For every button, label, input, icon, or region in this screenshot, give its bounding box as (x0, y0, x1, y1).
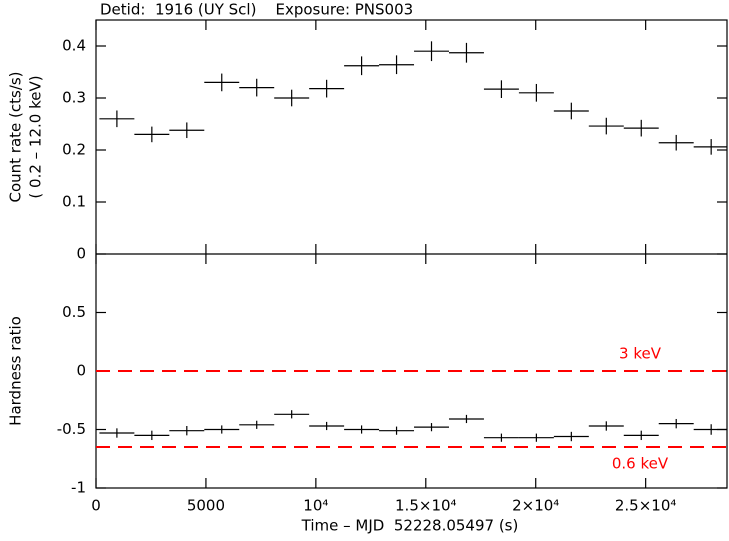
x-tick-label: 5000 (187, 497, 225, 515)
x-tick-label: 2×10⁴ (512, 497, 559, 515)
y-axis-label: Count rate (cts/s) (7, 71, 25, 202)
y-tick-label: 0.2 (62, 141, 86, 159)
x-tick-label: 2.5×10⁴ (615, 497, 677, 515)
x-tick-label: 10⁴ (303, 497, 328, 515)
x-tick-label: 1.5×10⁴ (395, 497, 457, 515)
y-tick-label: 0 (76, 245, 86, 263)
reference-label: 3 keV (619, 345, 662, 363)
y-tick-label: 0.4 (62, 37, 86, 55)
y-tick-label: 0.5 (62, 303, 86, 321)
x-tick-label: 0 (91, 497, 101, 515)
y-tick-label: 0.3 (62, 89, 86, 107)
y-tick-label: -0.5 (57, 420, 86, 438)
chart-title: Detid: 1916 (UY Scl) Exposure: PNS003 (100, 1, 413, 19)
y-tick-label: -1 (71, 479, 86, 497)
y-axis-label: ( 0.2 – 12.0 keV) (27, 75, 45, 198)
reference-label: 0.6 keV (612, 455, 669, 473)
x-axis-label: Time – MJD 52228.05497 (s) (301, 517, 519, 535)
y-tick-label: 0 (76, 362, 86, 380)
y-axis-label: Hardness ratio (7, 316, 25, 426)
y-tick-label: 0.1 (62, 193, 86, 211)
